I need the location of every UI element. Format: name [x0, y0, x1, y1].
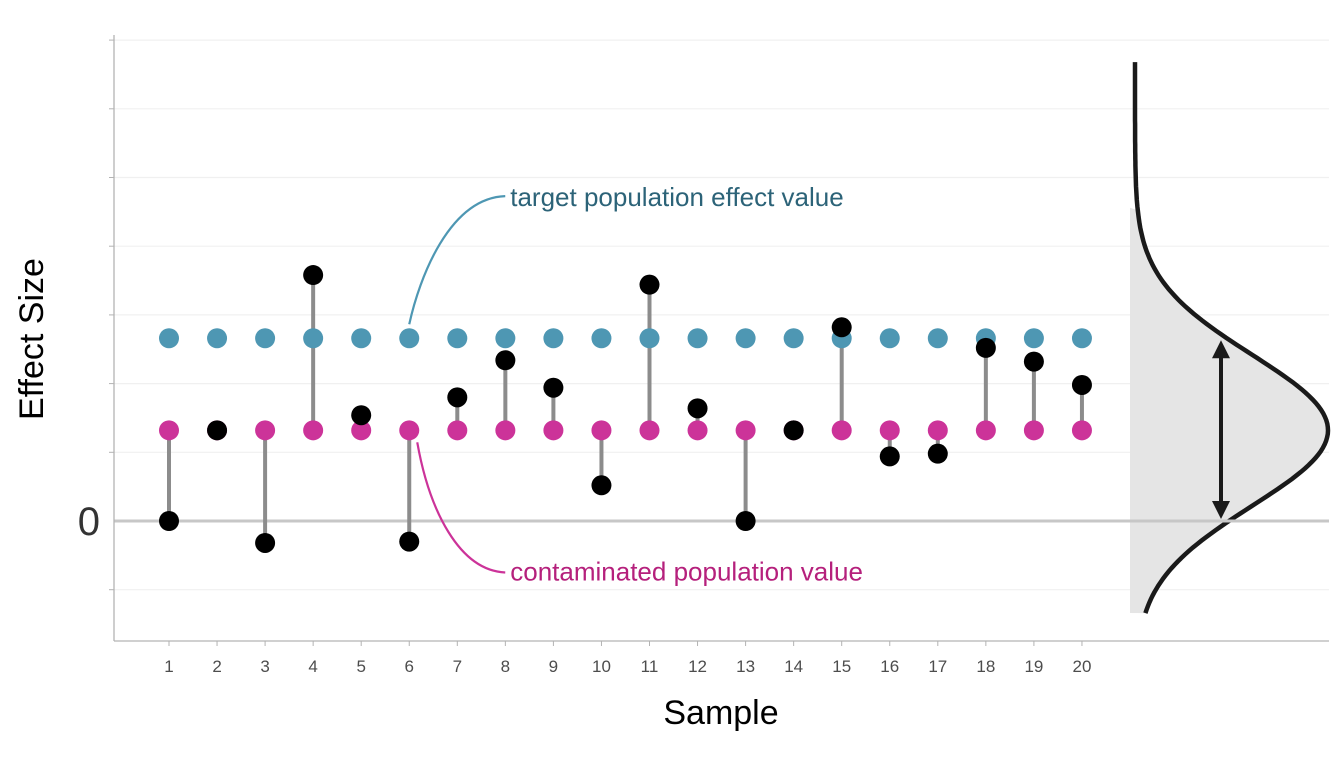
arrow-head-up	[1212, 340, 1230, 359]
contaminated-point	[927, 420, 948, 441]
target-point	[879, 328, 900, 349]
axis-titles: Sample Effect Size	[13, 258, 779, 732]
target-point	[447, 328, 468, 349]
x-tick-label: 17	[928, 657, 947, 676]
annotation-layer: target population effect value contamina…	[408, 182, 863, 586]
sample-point	[687, 398, 708, 419]
contaminated-point	[447, 420, 468, 441]
contaminated-point	[639, 420, 660, 441]
sample-point	[1023, 351, 1044, 372]
target-point	[207, 328, 228, 349]
density-fill	[1130, 207, 1328, 614]
x-tick-label: 14	[784, 657, 803, 676]
contaminated-point	[1023, 420, 1044, 441]
sample-point	[639, 274, 660, 295]
sample-point	[543, 377, 564, 398]
target-point	[399, 328, 420, 349]
target-point	[1023, 328, 1044, 349]
x-tick-label: 19	[1024, 657, 1043, 676]
target-point	[687, 328, 708, 349]
sample-point	[831, 317, 852, 338]
x-tick-label: 4	[308, 657, 317, 676]
target-annotation-leader	[408, 195, 506, 325]
arrow-head-down	[1212, 501, 1230, 519]
contaminated-annotation-label: contaminated population value	[510, 556, 863, 586]
contaminated-point	[351, 420, 372, 441]
x-tick-label: 10	[592, 657, 611, 676]
target-point	[159, 328, 179, 349]
sample-point	[975, 337, 996, 358]
sample-point	[303, 265, 324, 286]
contaminated-point	[159, 420, 179, 441]
x-tick-label: 2	[212, 657, 221, 676]
grid-layer	[114, 39, 1329, 591]
x-tick-label: 8	[501, 657, 510, 676]
target-point	[735, 328, 756, 349]
x-tick-label: 5	[356, 657, 365, 676]
sample-point	[879, 446, 900, 467]
contaminated-point	[399, 420, 420, 441]
contaminated-point	[543, 420, 564, 441]
x-tick-label: 7	[453, 657, 462, 676]
point-layer	[159, 265, 1092, 553]
y-axis-title: Effect Size	[13, 258, 51, 420]
sample-point	[207, 420, 228, 441]
target-point	[351, 328, 372, 349]
contaminated-point	[255, 420, 276, 441]
x-tick-label: 15	[832, 657, 851, 676]
contaminated-annotation-leader	[416, 442, 506, 574]
target-point	[591, 328, 612, 349]
contaminated-point	[735, 420, 756, 441]
contaminated-point	[975, 420, 996, 441]
sample-point	[351, 405, 372, 426]
x-tick-label: 18	[976, 657, 995, 676]
sample-point	[255, 532, 276, 553]
target-annotation-label: target population effect value	[510, 182, 843, 212]
contaminated-point	[303, 420, 324, 441]
x-tick-label: 9	[549, 657, 558, 676]
x-tick-label: 12	[688, 657, 707, 676]
contaminated-point	[687, 420, 708, 441]
contaminated-point	[591, 420, 612, 441]
sample-point	[1071, 374, 1092, 395]
sample-point	[447, 387, 468, 408]
x-tick-label: 1	[164, 657, 173, 676]
contaminated-point	[831, 420, 852, 441]
contaminated-point	[495, 420, 516, 441]
x-tick-label: 16	[880, 657, 899, 676]
x-tick-label: 6	[405, 657, 414, 676]
sample-point	[159, 511, 179, 531]
axis-layer: 01 2 3 4 5 6 7 8 9 10 11 12 13 14 15 16 17 18 19 20	[78, 35, 1329, 676]
target-point	[495, 328, 516, 349]
x-tick-label: 11	[641, 657, 659, 676]
contaminated-point	[1071, 420, 1092, 441]
y-tick-label: 0	[78, 500, 100, 544]
x-tick-label: 3	[260, 657, 269, 676]
target-point	[1071, 328, 1092, 349]
density-layer	[1130, 62, 1331, 614]
sample-point	[591, 475, 612, 496]
sample-point	[495, 350, 516, 371]
target-point	[543, 328, 564, 349]
target-point	[783, 328, 804, 349]
x-tick-label: 13	[736, 657, 755, 676]
x-tick-label: 20	[1072, 657, 1091, 676]
contaminated-point	[879, 420, 900, 441]
sample-point	[927, 443, 948, 464]
sample-point	[735, 511, 756, 531]
sample-point	[783, 420, 804, 441]
target-point	[639, 328, 660, 349]
target-point	[927, 328, 948, 349]
target-point	[303, 328, 324, 349]
sample-point	[399, 531, 420, 552]
x-axis-title: Sample	[663, 694, 778, 732]
target-point	[255, 328, 276, 349]
